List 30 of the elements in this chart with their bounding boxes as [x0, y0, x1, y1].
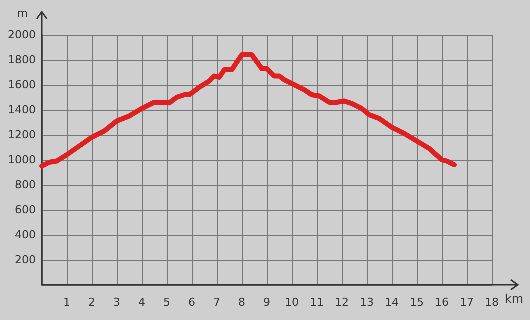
x-tick-label: 16	[435, 296, 449, 309]
x-tick-label: 14	[385, 296, 399, 309]
y-axis-title: m	[17, 7, 28, 20]
x-tick-label: 1	[64, 296, 70, 309]
x-tick-label: 15	[410, 296, 424, 309]
x-tick-label: 10	[285, 296, 299, 309]
x-tick-label: 12	[335, 296, 349, 309]
x-tick-label: 2	[88, 296, 96, 309]
y-tick-label: 1000	[8, 154, 36, 166]
x-tick-label: 9	[264, 296, 270, 309]
y-tick-label: 800	[15, 178, 36, 192]
y-tick-label: 1400	[8, 104, 36, 116]
x-tick-label: 6	[188, 296, 196, 309]
x-tick-label: 13	[360, 296, 374, 309]
x-tick-label: 18	[485, 296, 499, 309]
x-tick-label: 3	[114, 296, 120, 309]
x-tick-label: 7	[214, 296, 220, 309]
y-tick-label: 1800	[8, 54, 36, 66]
y-tick-label: 400	[15, 228, 36, 242]
x-tick-label: 8	[238, 296, 246, 309]
y-tick-label: 600	[15, 204, 36, 216]
y-tick-label: 2000	[8, 28, 36, 42]
x-tick-label: 4	[138, 296, 146, 309]
x-axis-title: km	[504, 292, 524, 306]
x-tick-label: 5	[164, 296, 170, 309]
y-tick-label: 1200	[8, 128, 36, 142]
y-tick-label: 200	[15, 254, 36, 266]
x-tick-label: 11	[310, 296, 324, 309]
x-tick-label: 17	[460, 296, 474, 309]
y-tick-label: 1600	[8, 78, 36, 92]
